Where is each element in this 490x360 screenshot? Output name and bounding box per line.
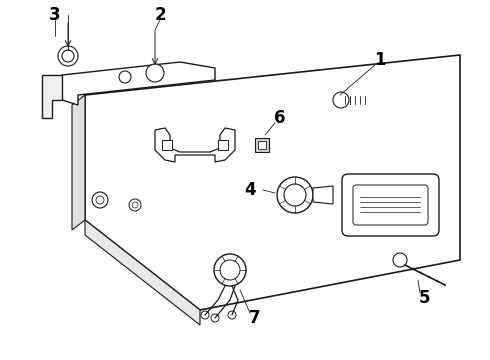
Polygon shape — [72, 95, 85, 230]
Text: 4: 4 — [244, 181, 256, 199]
Text: 6: 6 — [274, 109, 286, 127]
Polygon shape — [313, 186, 333, 204]
Circle shape — [393, 253, 407, 267]
Bar — [255, 138, 269, 152]
Circle shape — [284, 184, 306, 206]
Circle shape — [211, 314, 219, 322]
Polygon shape — [155, 128, 235, 162]
Circle shape — [214, 254, 246, 286]
Circle shape — [129, 199, 141, 211]
FancyBboxPatch shape — [342, 174, 439, 236]
Circle shape — [356, 194, 364, 202]
Text: 5: 5 — [419, 289, 431, 307]
Circle shape — [352, 190, 368, 206]
Polygon shape — [62, 62, 215, 105]
Circle shape — [132, 202, 138, 208]
Circle shape — [96, 196, 104, 204]
FancyBboxPatch shape — [353, 185, 428, 225]
Text: 3: 3 — [49, 6, 61, 24]
Text: 2: 2 — [154, 6, 166, 24]
Polygon shape — [42, 75, 62, 118]
Circle shape — [228, 311, 236, 319]
Circle shape — [119, 71, 131, 83]
Bar — [258, 141, 266, 149]
Circle shape — [201, 311, 209, 319]
Circle shape — [146, 64, 164, 82]
Text: 7: 7 — [249, 309, 261, 327]
Polygon shape — [218, 140, 228, 150]
Circle shape — [220, 260, 240, 280]
Text: 1: 1 — [374, 51, 386, 69]
Circle shape — [58, 46, 78, 66]
Polygon shape — [162, 140, 172, 150]
Polygon shape — [85, 220, 200, 325]
Polygon shape — [85, 55, 460, 310]
Circle shape — [277, 177, 313, 213]
Circle shape — [333, 92, 349, 108]
Circle shape — [62, 50, 74, 62]
Circle shape — [92, 192, 108, 208]
